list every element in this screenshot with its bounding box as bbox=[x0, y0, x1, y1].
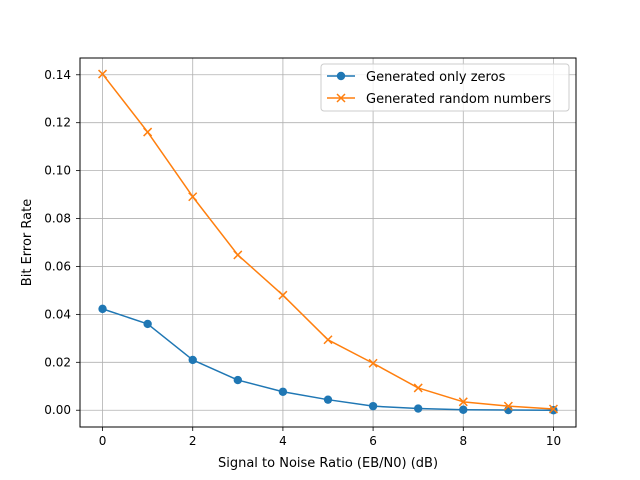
data-point-generated-only-zeros bbox=[459, 405, 468, 414]
data-point-generated-random-numbers bbox=[188, 192, 198, 202]
y-tick-label: 0.14 bbox=[44, 68, 71, 82]
y-axis-label: Bit Error Rate bbox=[20, 199, 35, 286]
data-point-generated-only-zeros bbox=[188, 355, 197, 365]
y-tick-label: 0.08 bbox=[44, 212, 71, 226]
y-tick-label: 0.00 bbox=[44, 403, 71, 417]
data-point-generated-only-zeros bbox=[413, 404, 423, 413]
legend-label-generated-random-numbers: Generated random numbers bbox=[366, 92, 551, 107]
legend-label-generated-only-zeros: Generated only zeros bbox=[366, 70, 506, 85]
data-point-generated-only-zeros bbox=[98, 304, 107, 314]
data-point-generated-random-numbers bbox=[548, 404, 558, 414]
data-point-generated-random-numbers bbox=[98, 69, 108, 79]
x-axis-label: Signal to Noise Ratio (EB/N0) (dB) bbox=[218, 456, 438, 471]
data-point-generated-random-numbers bbox=[143, 127, 153, 137]
data-point-generated-random-numbers bbox=[368, 358, 378, 368]
x-tick-label: 4 bbox=[279, 434, 287, 448]
data-point-generated-random-numbers bbox=[323, 335, 333, 345]
x-tick-label: 8 bbox=[459, 434, 467, 448]
axis-ticks: 0 2 4 6 8 10 0.00 0.02 0.04 0.06 0.08 0.10 0.12 0.14 bbox=[44, 68, 561, 448]
legend-marker-circle bbox=[336, 71, 346, 81]
x-tick-label: 0 bbox=[99, 434, 107, 448]
data-point-generated-random-numbers bbox=[458, 397, 468, 407]
data-series bbox=[98, 69, 558, 415]
y-tick-label: 0.02 bbox=[44, 355, 71, 369]
data-point-generated-random-numbers bbox=[278, 290, 288, 300]
y-tick-label: 0.04 bbox=[44, 307, 71, 321]
data-point-generated-only-zeros bbox=[278, 387, 288, 396]
legend: Generated only zeros Generated random nu… bbox=[320, 63, 570, 112]
data-point-generated-only-zeros bbox=[143, 319, 152, 329]
data-point-generated-only-zeros bbox=[368, 401, 378, 411]
y-tick-label: 0.10 bbox=[44, 164, 71, 178]
data-point-generated-only-zeros bbox=[233, 375, 243, 385]
y-tick-label: 0.12 bbox=[44, 116, 71, 130]
data-point-generated-only-zeros bbox=[323, 395, 333, 404]
data-point-generated-random-numbers bbox=[413, 383, 423, 393]
data-point-generated-random-numbers bbox=[503, 401, 513, 411]
x-tick-label: 10 bbox=[546, 434, 561, 448]
plot-area-frame bbox=[79, 57, 577, 428]
data-point-generated-only-zeros bbox=[549, 406, 558, 415]
x-tick-label: 2 bbox=[189, 434, 197, 448]
legend-box bbox=[320, 63, 570, 112]
data-point-generated-random-numbers bbox=[233, 250, 243, 260]
legend-marker-x bbox=[336, 93, 346, 103]
x-tick-label: 6 bbox=[369, 434, 377, 448]
y-tick-label: 0.06 bbox=[44, 259, 71, 273]
